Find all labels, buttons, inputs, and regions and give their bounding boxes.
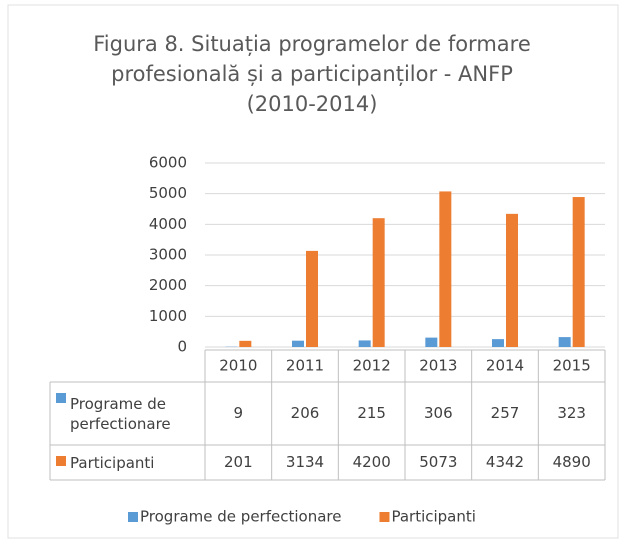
legend-key (379, 512, 390, 522)
table-value: 4200 (353, 453, 391, 471)
bar (439, 191, 452, 347)
table-value: 5073 (419, 453, 457, 471)
bar (572, 197, 585, 347)
bar (492, 339, 504, 347)
bar (292, 340, 304, 347)
legend-key (128, 512, 138, 522)
table-value: 201 (224, 453, 253, 471)
table-legend-key (56, 393, 66, 403)
table-row-label-text: Participanti (70, 453, 155, 472)
x-tick-label: 2010 (219, 357, 257, 375)
bar (425, 337, 438, 347)
x-tick-label: 2014 (486, 357, 524, 375)
table-row-label: Programe de perfectionare (70, 394, 171, 433)
bar (239, 340, 252, 347)
table-value: 215 (357, 404, 386, 422)
bar (558, 337, 571, 347)
table-value: 4342 (486, 453, 524, 471)
bar (506, 213, 518, 347)
x-tick-label: 2011 (286, 357, 324, 375)
y-tick-label: 1000 (149, 307, 187, 325)
y-tick-label: 3000 (149, 246, 187, 264)
table-value: 257 (491, 404, 520, 422)
y-tick-label: 4000 (149, 215, 187, 233)
table-legend-key (56, 456, 66, 466)
y-tick-label: 5000 (149, 184, 187, 202)
x-tick-label: 2013 (419, 357, 457, 375)
x-tick-label: 2015 (553, 357, 591, 375)
chart-border (7, 4, 619, 539)
chart-title: profesională și a participanților - ANFP (111, 62, 513, 86)
y-tick-label: 6000 (149, 154, 187, 172)
table-value: 3134 (286, 453, 324, 471)
x-tick-label: 2012 (353, 357, 391, 375)
bar (306, 250, 318, 347)
table-value: 306 (424, 404, 453, 422)
legend-label: Participanti (391, 508, 475, 526)
table-row-label: Participanti (70, 453, 155, 472)
chart-title: Figura 8. Situația programelor de formar… (93, 32, 531, 56)
bar (372, 218, 385, 347)
table-row-label-text: Programe de perfectionare (70, 394, 171, 433)
y-tick-label: 0 (177, 338, 187, 356)
y-tick-label: 2000 (149, 276, 187, 294)
bar (358, 340, 371, 347)
table-value: 323 (557, 404, 586, 422)
table-value: 4890 (553, 453, 591, 471)
table-value: 206 (291, 404, 320, 422)
chart-title: (2010-2014) (247, 92, 378, 116)
table-value: 9 (234, 404, 244, 422)
legend-label: Programe de perfectionare (140, 508, 341, 526)
